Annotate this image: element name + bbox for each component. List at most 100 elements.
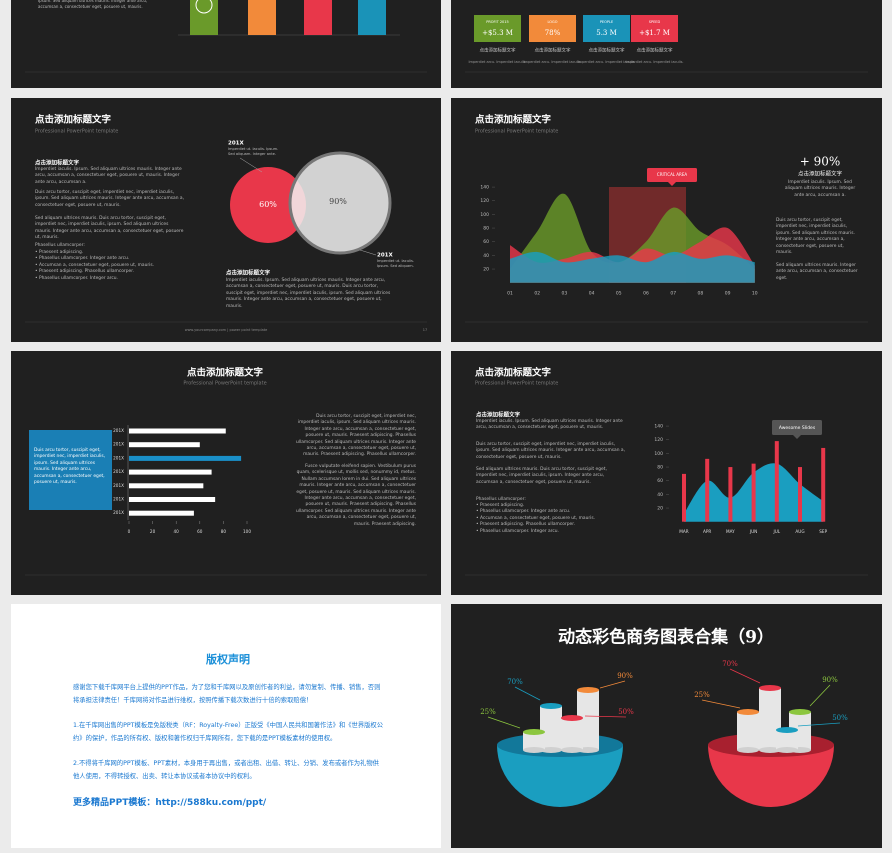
- slide: [11, 604, 441, 848]
- y-tick-label: 20: [483, 267, 489, 273]
- circle-shape: [230, 167, 306, 243]
- paragraph: Sed aliquam ultrices mauris. Duis arcu t…: [35, 216, 184, 241]
- paragraph: • Accumsan a, consectetuer eget, posuere…: [35, 262, 155, 268]
- label: 90%: [329, 197, 347, 206]
- pointer: [701, 699, 741, 709]
- label: Imperdiet arcu. Imperdiet iaculis.: [523, 60, 581, 64]
- paragraph: Sed aliquam ultrices mauris. Duis arcu t…: [476, 467, 607, 485]
- paragraph: Imperdiet iaculis. Ipsum. Sed aliquam ul…: [784, 180, 856, 198]
- x-tick-label: SEP: [819, 529, 827, 534]
- x-tick-label: 80: [221, 529, 227, 534]
- label: 201X: [228, 141, 244, 147]
- x-tick-label: APR: [703, 529, 711, 534]
- bar: [682, 473, 686, 522]
- label: PEOPLE: [600, 20, 613, 24]
- callout-tip: [668, 182, 676, 186]
- pointer: [487, 716, 521, 729]
- label: 25%: [694, 691, 710, 699]
- label: 90%: [822, 676, 838, 684]
- paragraph: 2.不得将千库网的PPT模板、PPT素材，本身用于再出售，或者出租、出借、转让、…: [73, 760, 379, 780]
- bar: [774, 441, 779, 522]
- paragraph: Sed aliquam ultrices mauris. Integer ant…: [776, 263, 858, 281]
- slide-subtitle: Professional PowerPoint template: [475, 381, 558, 387]
- label: 201X: [113, 455, 124, 460]
- label: 50%: [832, 714, 848, 722]
- pointer: [359, 249, 377, 256]
- paragraph: Duis arcu tortor, suscipit eget, imperdi…: [35, 190, 184, 208]
- label: 201X: [113, 428, 124, 433]
- pointer: [514, 686, 541, 701]
- y-tick-label: 80: [483, 226, 489, 232]
- paragraph: Imperdiet iaculis. Ipsum. Sed aliquam ul…: [476, 419, 623, 431]
- callout: [647, 168, 697, 182]
- paragraph: • Phasellus ullamcorper. Integer ante ar…: [35, 256, 130, 262]
- label: SPEED: [649, 20, 661, 24]
- y-tick-label: 100: [480, 212, 489, 218]
- cylinder: [523, 732, 545, 750]
- slide-subtitle: Professional PowerPoint template: [475, 129, 558, 135]
- cylinder-top: [561, 715, 583, 721]
- label: 70%: [507, 678, 523, 686]
- label: 点击添加标题文字: [798, 170, 843, 178]
- stat-box: [583, 15, 630, 42]
- text-box: [29, 430, 112, 510]
- y-tick-label: 40: [657, 492, 663, 498]
- cylinder: [561, 718, 583, 750]
- label: PROFIT 2015: [486, 20, 509, 24]
- y-tick-label: 60: [483, 239, 489, 245]
- pointer: [599, 680, 626, 689]
- label: + 90%: [800, 155, 841, 169]
- cylinder-top: [523, 729, 545, 735]
- x-tick-label: JUN: [749, 529, 757, 534]
- x-tick-label: MAY: [726, 529, 735, 534]
- bowl: [708, 745, 834, 807]
- cylinder-top: [759, 685, 781, 691]
- cylinder: [759, 688, 781, 750]
- x-tick-label: 01: [507, 291, 513, 297]
- paragraph: • Praesent adipiscing.: [476, 503, 525, 508]
- x-tick-label: 03: [562, 291, 568, 297]
- x-tick-label: 0: [128, 529, 131, 534]
- paragraph: Ipsum. Sed aliquam ultrices mauris. Inte…: [38, 0, 148, 9]
- paragraph: Fusce vulputate eleifend sapien. Vestibu…: [296, 464, 416, 527]
- x-tick-label: 60: [197, 529, 203, 534]
- cylinder: [776, 730, 798, 750]
- slide-title: 点击添加标题文字: [35, 114, 112, 126]
- bar: [705, 458, 710, 522]
- cylinder: [540, 706, 562, 750]
- label: 点击添加标题文字: [637, 47, 673, 54]
- pointer: [809, 684, 831, 707]
- bar: [821, 447, 826, 522]
- label: 90%: [617, 672, 633, 680]
- x-tick-label: 40: [174, 529, 180, 534]
- stat-box: [474, 15, 521, 42]
- cylinder-top: [737, 709, 759, 715]
- cylinder-top: [577, 687, 599, 693]
- paragraph: • Accumsan a, consectetuer eget, posuere…: [476, 515, 596, 521]
- bar: [129, 455, 242, 461]
- bar: [129, 442, 200, 448]
- paragraph: • Phasellus ullamcorper. Integer ante ar…: [476, 509, 571, 515]
- paragraph: Duis arcu tortor, suscipit eget, imperdi…: [776, 218, 855, 256]
- badge: [195, 0, 213, 14]
- callout: [772, 420, 822, 435]
- label: 201X: [113, 469, 124, 474]
- slide-title: 版权声明: [206, 652, 250, 666]
- label: 50%: [618, 708, 634, 716]
- slide: [451, 351, 882, 595]
- label: 25%: [480, 708, 496, 716]
- y-tick-label: 20: [657, 506, 663, 512]
- paragraph: • Praesent adipiscing.: [35, 250, 84, 255]
- label: 201X: [113, 497, 124, 502]
- x-tick-label: JUL: [772, 529, 780, 534]
- label: 78%: [545, 29, 561, 37]
- bar: [751, 463, 756, 522]
- bar: [129, 428, 226, 434]
- label: www.yourcompany.com | power point templa…: [185, 328, 268, 332]
- cylinder-top: [776, 727, 798, 733]
- callout-tip: [793, 435, 801, 439]
- bar: [129, 497, 216, 502]
- bar: [129, 469, 212, 475]
- paragraph: Duis arcu tortor, suscipit eget, imperdi…: [34, 448, 105, 486]
